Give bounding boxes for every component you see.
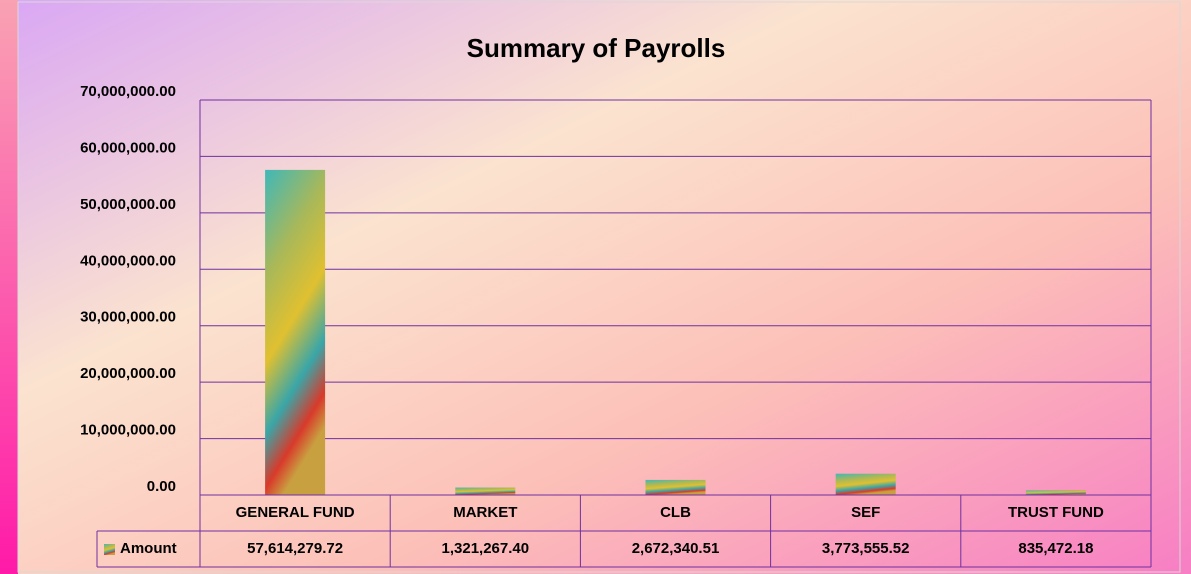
- table-value: 2,672,340.51: [632, 540, 720, 557]
- table-value: 1,321,267.40: [442, 540, 530, 557]
- y-tick-label: 20,000,000.00: [80, 365, 176, 382]
- chart-title: Summary of Payrolls: [467, 33, 726, 63]
- y-tick-label: 0.00: [147, 478, 176, 495]
- x-tick-label: MARKET: [453, 504, 517, 521]
- y-tick-label: 70,000,000.00: [80, 83, 176, 100]
- legend-swatch: [104, 544, 115, 555]
- bar: [835, 473, 896, 495]
- table-value: 835,472.18: [1018, 540, 1093, 557]
- y-tick-label: 30,000,000.00: [80, 309, 176, 326]
- bar: [455, 487, 516, 495]
- x-tick-label: SEF: [851, 504, 880, 521]
- y-tick-label: 40,000,000.00: [80, 252, 176, 269]
- table-value: 57,614,279.72: [247, 540, 343, 557]
- bar: [265, 169, 326, 495]
- bar: [1025, 490, 1086, 495]
- chart-border: [17, 1, 1181, 573]
- y-tick-label: 60,000,000.00: [80, 139, 176, 156]
- table-value: 3,773,555.52: [822, 540, 910, 557]
- y-tick-label: 10,000,000.00: [80, 422, 176, 439]
- y-tick-label: 50,000,000.00: [80, 196, 176, 213]
- x-tick-label: CLB: [660, 504, 691, 521]
- edge-strip: [0, 0, 18, 574]
- x-tick-label: GENERAL FUND: [236, 504, 355, 521]
- legend-label: Amount: [120, 540, 177, 557]
- x-tick-label: TRUST FUND: [1008, 504, 1104, 521]
- bar: [645, 479, 706, 495]
